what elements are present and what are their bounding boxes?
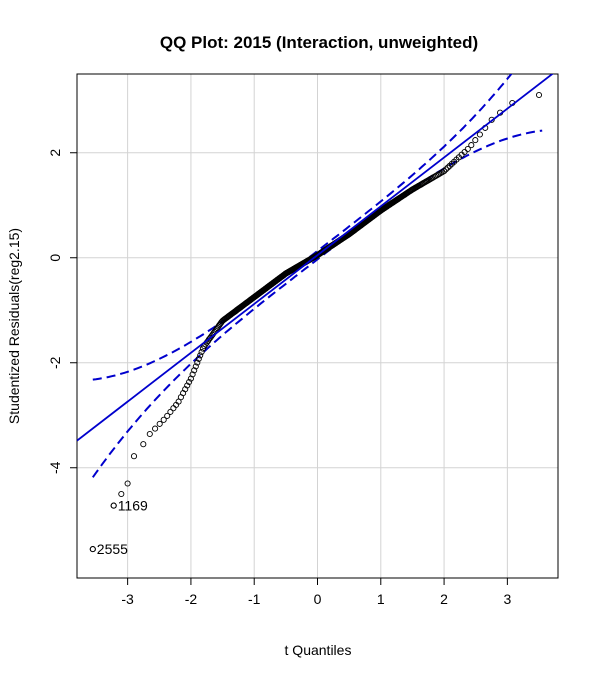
x-tick-label: -1 — [248, 591, 261, 607]
data-point — [444, 164, 451, 171]
data-point — [461, 148, 468, 156]
data-point — [535, 91, 543, 99]
data-point — [192, 363, 199, 370]
data-point — [195, 355, 202, 362]
confidence-band-lower — [91, 129, 543, 478]
y-tick-label: -2 — [47, 356, 63, 369]
data-point — [170, 405, 177, 412]
data-point — [464, 145, 471, 153]
data-point — [130, 453, 138, 460]
y-axis-ticks: 2 0 -2 -4 — [47, 149, 77, 474]
data-point — [197, 352, 204, 359]
data-point — [118, 490, 125, 498]
reference-line-solid — [77, 74, 554, 442]
data-point — [476, 131, 483, 138]
data-point — [433, 172, 440, 179]
confidence-band — [91, 74, 543, 478]
data-points — [89, 91, 543, 553]
data-point-labeled — [89, 546, 96, 553]
x-tick-label: 3 — [503, 591, 511, 607]
x-tick-label: -2 — [185, 591, 198, 607]
y-axis-label: Studentized Residuals(reg2.15) — [6, 228, 22, 424]
y-tick-label: 0 — [47, 254, 63, 262]
data-point — [441, 168, 448, 175]
data-point — [184, 382, 191, 389]
data-point — [124, 480, 131, 487]
data-point — [468, 142, 475, 149]
data-point — [146, 430, 153, 438]
data-point — [152, 425, 159, 432]
grid-lines — [77, 74, 558, 578]
y-tick-label: -4 — [47, 461, 63, 474]
point-label: 2555 — [97, 541, 128, 557]
data-point — [446, 162, 453, 169]
data-point — [189, 371, 196, 378]
data-point — [472, 137, 479, 144]
data-point — [140, 441, 147, 448]
x-axis-ticks: -3 -2 -1 0 1 2 3 — [121, 578, 511, 607]
data-point — [436, 170, 443, 178]
data-point — [194, 359, 201, 366]
chart-title: QQ Plot: 2015 (Interaction, unweighted) — [160, 33, 478, 52]
data-point — [160, 416, 167, 423]
reference-line — [77, 74, 554, 442]
point-label: 1169 — [118, 498, 148, 514]
data-point — [442, 166, 449, 173]
data-point-labeled — [110, 502, 117, 509]
point-labels: 1169 2555 — [97, 498, 148, 557]
x-tick-label: 1 — [377, 591, 385, 607]
x-tick-label: 0 — [314, 591, 322, 607]
y-tick-label: 2 — [47, 149, 63, 157]
data-point — [164, 412, 171, 419]
x-tick-label: -3 — [121, 591, 134, 607]
data-point — [156, 420, 163, 427]
x-tick-label: 2 — [440, 591, 448, 607]
data-point — [198, 348, 205, 356]
data-point — [191, 367, 198, 374]
data-point — [186, 378, 193, 386]
data-point — [167, 408, 174, 415]
x-axis-label: t Quantiles — [285, 642, 352, 658]
